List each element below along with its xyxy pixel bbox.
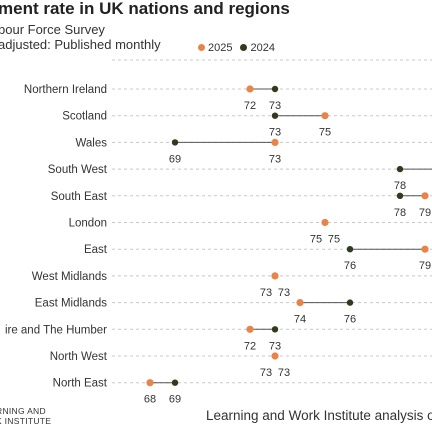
dot-2024-10 xyxy=(271,326,279,333)
value-label-12-1: 68 xyxy=(144,394,156,406)
dot-2025-6 xyxy=(321,218,329,227)
dot-2025-1 xyxy=(246,85,254,93)
logo-line-1: RNING AND xyxy=(0,406,46,416)
value-label-2-2: 75 xyxy=(319,127,331,139)
dot-2024-7 xyxy=(346,246,354,253)
dot-2024-12 xyxy=(171,379,179,386)
value-label-5-2: 79 xyxy=(419,207,431,219)
chart-title: ment rate in UK nations and regions xyxy=(0,0,290,18)
legend-item-2024: 2024 xyxy=(240,42,275,54)
legend: 2025 2024 xyxy=(198,42,283,54)
category-label-3: Wales xyxy=(75,137,107,149)
value-label-10-2: 73 xyxy=(269,340,281,352)
value-label-2-1: 73 xyxy=(269,127,281,139)
value-label-6-1: 75 xyxy=(310,234,322,246)
dot-2025-2 xyxy=(321,112,329,120)
dot-2025-8 xyxy=(271,272,279,280)
value-label-12-2: 69 xyxy=(169,394,181,406)
legend-swatch-2024 xyxy=(240,43,248,51)
value-label-8-2: 73 xyxy=(278,287,290,299)
institute-logo: RNING AND K INSTITUTE xyxy=(0,406,51,426)
category-label-4: South West xyxy=(48,164,108,176)
logo-line-2: K INSTITUTE xyxy=(0,416,52,426)
value-label-3-2: 73 xyxy=(269,153,281,165)
category-label-8: West Midlands xyxy=(32,271,107,283)
value-label-9-2: 76 xyxy=(344,314,356,326)
category-label-1: Northern Ireland xyxy=(24,84,107,96)
dot-2024-3 xyxy=(171,139,179,146)
value-label-11-2: 73 xyxy=(278,367,290,379)
category-label-2: Scotland xyxy=(62,111,107,123)
dot-2025-5 xyxy=(421,192,429,200)
category-label-6: London xyxy=(69,218,107,230)
dot-2025-11 xyxy=(271,352,279,360)
dot-2025-7 xyxy=(421,245,429,253)
legend-swatch-2025 xyxy=(198,43,205,51)
dot-2025-9 xyxy=(296,299,304,307)
dot-2025-10 xyxy=(246,325,254,333)
dot-2024-2 xyxy=(271,112,279,119)
value-label-1-1: 72 xyxy=(244,100,256,112)
chart-subtitle-line-1: bour Force Survey xyxy=(0,22,105,37)
dot-2025-12 xyxy=(146,379,154,387)
value-label-8-1: 73 xyxy=(260,287,272,299)
dot-2024-9 xyxy=(346,299,354,306)
chart-subtitle-line-2: adjusted: Published monthly xyxy=(0,37,161,52)
value-label-7-2: 79 xyxy=(419,260,431,272)
value-label-4-1: 78 xyxy=(394,180,406,192)
category-label-10: ire and The Humber xyxy=(5,324,107,336)
value-label-5-1: 78 xyxy=(394,207,406,219)
dot-2025-3 xyxy=(271,138,279,146)
category-label-12: North East xyxy=(53,378,108,390)
value-label-9-1: 74 xyxy=(294,314,306,326)
dot-2024-1 xyxy=(271,85,279,93)
category-label-9: East Midlands xyxy=(35,298,107,310)
legend-label-2025: 2025 xyxy=(208,42,233,54)
dot-2024-5 xyxy=(396,192,404,199)
value-label-11-1: 73 xyxy=(260,367,272,379)
value-label-6-2: 75 xyxy=(328,234,340,246)
source-note: Learning and Work Institute analysis o xyxy=(206,408,432,423)
value-label-1-2: 73 xyxy=(269,100,281,112)
value-label-7-1: 76 xyxy=(344,260,356,272)
value-label-3-1: 69 xyxy=(169,153,181,165)
dot-2024-4 xyxy=(396,165,404,173)
category-label-5: South East xyxy=(51,191,108,203)
legend-label-2024: 2024 xyxy=(250,42,275,54)
value-label-10-1: 72 xyxy=(244,340,256,352)
category-label-11: North West xyxy=(50,351,108,363)
category-label-7: East xyxy=(84,244,108,256)
legend-item-2025: 2025 xyxy=(198,42,232,54)
